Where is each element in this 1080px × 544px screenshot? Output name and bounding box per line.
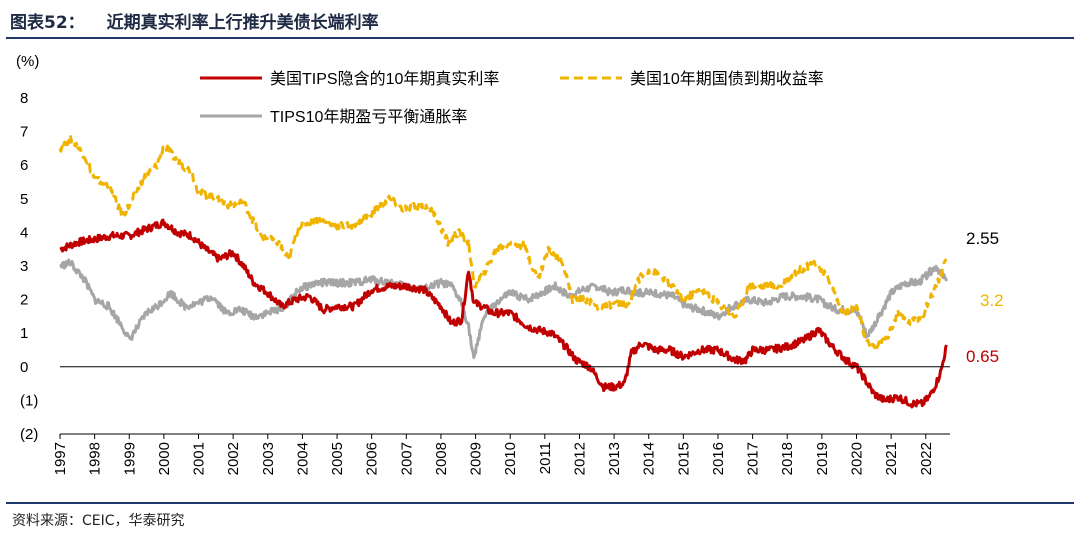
y-tick-label: 2 [20,292,28,309]
x-tick-label: 2005 [329,442,346,475]
series-lines [58,133,950,409]
x-tick-label: 2021 [883,442,900,475]
end-value-label: 0.65 [966,347,999,366]
y-tick-label: (1) [20,392,38,409]
x-tick-label: 2015 [675,442,692,475]
series-line [59,258,948,359]
x-tick-label: 2006 [364,442,381,475]
x-tick-label: 2007 [398,442,415,475]
y-tick-label: 3 [20,258,28,275]
y-tick-label: 4 [20,224,28,241]
series-line [58,133,948,351]
end-labels: 0.65 3.2 2.55 [966,229,1004,366]
x-tick-label: 1997 [52,442,69,475]
y-tick-label: 1 [20,325,28,342]
x-tick-label: 2000 [156,442,173,475]
x-tick-label: 2004 [294,442,311,475]
end-value-label: 2.55 [966,229,999,248]
x-tick-label: 2022 [918,442,935,475]
y-tick-label: 5 [20,191,28,208]
x-tick-label: 2014 [641,442,658,475]
x-tick-label: 2013 [606,442,623,475]
legend-label: 美国10年期国债到期收益率 [630,70,824,88]
x-tick-label: 2001 [191,442,208,475]
x-tick-label: 2020 [848,442,865,475]
x-tick-label: 2010 [502,442,519,475]
x-tick-label: 2011 [537,442,554,474]
x-tick-label: 2017 [745,442,762,475]
x-tick-label: 2019 [814,442,831,475]
y-axis-label: (%) [16,53,39,70]
x-tick-label: 1998 [87,442,104,475]
figure-title: 图表52： 近期真实利率上行推升美债长端利率 [10,8,379,33]
figure-label: 图表52： [10,13,85,33]
footer-rule [6,502,1074,504]
title-rule [6,37,1074,39]
series-line [59,218,948,409]
y-tick-label: 0 [20,359,28,376]
x-tick-label: 1999 [121,442,138,475]
figure-title-text: 近期真实利率上行推升美债长端利率 [106,13,379,33]
x-tick-label: 2009 [468,442,485,475]
y-tick-label: (2) [20,426,38,443]
x-tick-label: 2016 [710,442,727,475]
legend-label: TIPS10年期盈亏平衡通胀率 [270,108,467,126]
legend: 美国TIPS隐含的10年期真实利率 美国10年期国债到期收益率 TIPS10年期盈亏… [200,70,824,126]
x-tick-label: 2012 [571,442,588,475]
x-tick-label: 2003 [260,442,277,475]
y-tick-label: 7 [20,124,28,141]
y-tick-label: 6 [20,157,28,174]
x-axis: 1997 1998 1999 2000 2001 2002 2003 2004 2005 2006… [52,433,950,475]
legend-label: 美国TIPS隐含的10年期真实利率 [270,70,499,88]
end-value-label: 3.2 [980,291,1004,310]
y-tick-label: 8 [20,90,28,107]
x-tick-label: 2008 [433,442,450,475]
x-tick-label: 2018 [779,442,796,475]
x-tick-label: 2002 [225,442,242,475]
y-ticks: 8 7 6 5 4 3 2 1 0 (1) (2) [20,90,38,443]
source-note: 资料来源：CEIC，华泰研究 [12,513,185,529]
